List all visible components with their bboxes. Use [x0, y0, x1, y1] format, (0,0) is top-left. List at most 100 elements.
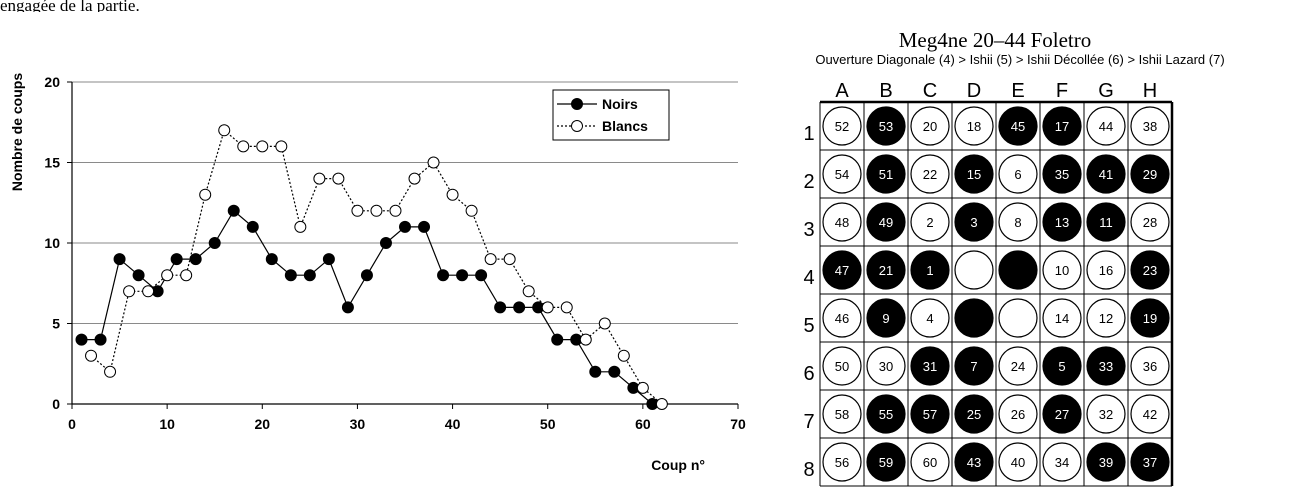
data-point-blancs	[636, 381, 649, 394]
move-number-c1: 20	[923, 119, 937, 134]
move-number-e7: 26	[1011, 407, 1025, 422]
disc-a2	[822, 154, 862, 194]
disc-c8	[910, 442, 950, 482]
disc-g7	[1086, 394, 1126, 434]
move-number-g3: 11	[1099, 215, 1113, 230]
data-point-blancs	[446, 188, 459, 201]
move-number-a7: 58	[835, 407, 849, 422]
data-point-blancs	[161, 269, 174, 282]
move-number-f8: 34	[1055, 455, 1069, 470]
data-point-blancs	[598, 317, 611, 330]
data-point-blancs	[256, 140, 269, 153]
opening-sequence: Ouverture Diagonale (4) > Ishii (5) > Is…	[815, 52, 1225, 67]
move-number-a2: 54	[835, 167, 849, 182]
data-point-blancs	[484, 253, 497, 266]
move-number-f4: 10	[1055, 263, 1069, 278]
disc-b3	[866, 202, 906, 242]
data-point-blancs	[237, 140, 250, 153]
data-point-blancs	[142, 285, 155, 298]
move-number-b8: 59	[879, 455, 893, 470]
move-number-d8: 43	[967, 455, 981, 470]
data-point-noirs	[513, 301, 526, 314]
disc-b7	[866, 394, 906, 434]
move-number-c4: 1	[926, 263, 933, 278]
data-point-noirs	[132, 269, 145, 282]
disc-h6	[1130, 346, 1170, 386]
top-caption: engagée de la partie.	[0, 0, 140, 12]
move-number-e3: 8	[1014, 215, 1021, 230]
move-number-g6: 33	[1099, 359, 1113, 374]
data-point-noirs	[303, 269, 316, 282]
column-label-c: C	[922, 80, 938, 102]
data-point-blancs	[313, 172, 326, 185]
move-number-h4: 23	[1143, 263, 1157, 278]
disc-f5	[1042, 298, 1082, 338]
move-number-g7: 32	[1099, 407, 1113, 422]
data-point-blancs	[560, 301, 573, 314]
row-label-4: 4	[803, 267, 815, 289]
move-number-b3: 49	[879, 215, 893, 230]
disc-e3	[998, 202, 1038, 242]
row-label-2: 2	[803, 171, 815, 193]
y-tick-label: 15	[44, 155, 60, 171]
disc-d6	[954, 346, 994, 386]
row-label-5: 5	[803, 315, 815, 337]
disc-b6	[866, 346, 906, 386]
move-number-g2: 41	[1099, 167, 1113, 182]
disc-c5	[910, 298, 950, 338]
disc-e6	[998, 346, 1038, 386]
move-number-f7: 27	[1055, 407, 1069, 422]
move-number-b7: 55	[879, 407, 893, 422]
y-axis-label: Nombre de coups	[9, 73, 25, 191]
move-number-g5: 12	[1099, 311, 1113, 326]
disc-a7	[822, 394, 862, 434]
data-point-blancs	[104, 365, 117, 378]
disc-c3	[910, 202, 950, 242]
disc-a6	[822, 346, 862, 386]
move-number-e6: 24	[1011, 359, 1025, 374]
data-point-blancs	[85, 349, 98, 362]
data-point-blancs	[351, 204, 364, 217]
disc-c1	[910, 106, 950, 146]
move-number-b5: 9	[882, 311, 889, 326]
disc-b5	[866, 298, 906, 338]
data-point-blancs	[218, 124, 231, 137]
data-point-blancs	[579, 333, 592, 346]
move-number-f2: 35	[1055, 167, 1069, 182]
disc-c7	[910, 394, 950, 434]
disc-e1	[998, 106, 1038, 146]
data-point-noirs	[322, 253, 335, 266]
disc-g6	[1086, 346, 1126, 386]
row-label-1: 1	[803, 123, 815, 145]
data-point-noirs	[75, 333, 88, 346]
disc-d4	[954, 250, 994, 290]
move-number-h7: 42	[1143, 407, 1157, 422]
x-tick-label: 70	[730, 416, 746, 432]
x-tick-label: 60	[635, 416, 651, 432]
move-number-a8: 56	[835, 455, 849, 470]
disc-h8	[1130, 442, 1170, 482]
disc-f7	[1042, 394, 1082, 434]
disc-f1	[1042, 106, 1082, 146]
disc-e2	[998, 154, 1038, 194]
move-number-f6: 5	[1058, 359, 1065, 374]
disc-g1	[1086, 106, 1126, 146]
x-tick-label: 40	[445, 416, 461, 432]
data-point-noirs	[113, 253, 126, 266]
data-point-noirs	[437, 269, 450, 282]
data-point-noirs	[589, 365, 602, 378]
move-number-c8: 60	[923, 455, 937, 470]
move-number-a3: 48	[835, 215, 849, 230]
data-point-blancs	[503, 253, 516, 266]
disc-d3	[954, 202, 994, 242]
data-point-noirs	[475, 269, 488, 282]
move-number-c7: 57	[923, 407, 937, 422]
move-number-d1: 18	[967, 119, 981, 134]
data-point-noirs	[608, 365, 621, 378]
data-point-noirs	[379, 237, 392, 249]
disc-b8	[866, 442, 906, 482]
disc-b4	[866, 250, 906, 290]
move-number-c2: 22	[923, 167, 937, 182]
y-tick-label: 10	[44, 235, 60, 251]
disc-h2	[1130, 154, 1170, 194]
